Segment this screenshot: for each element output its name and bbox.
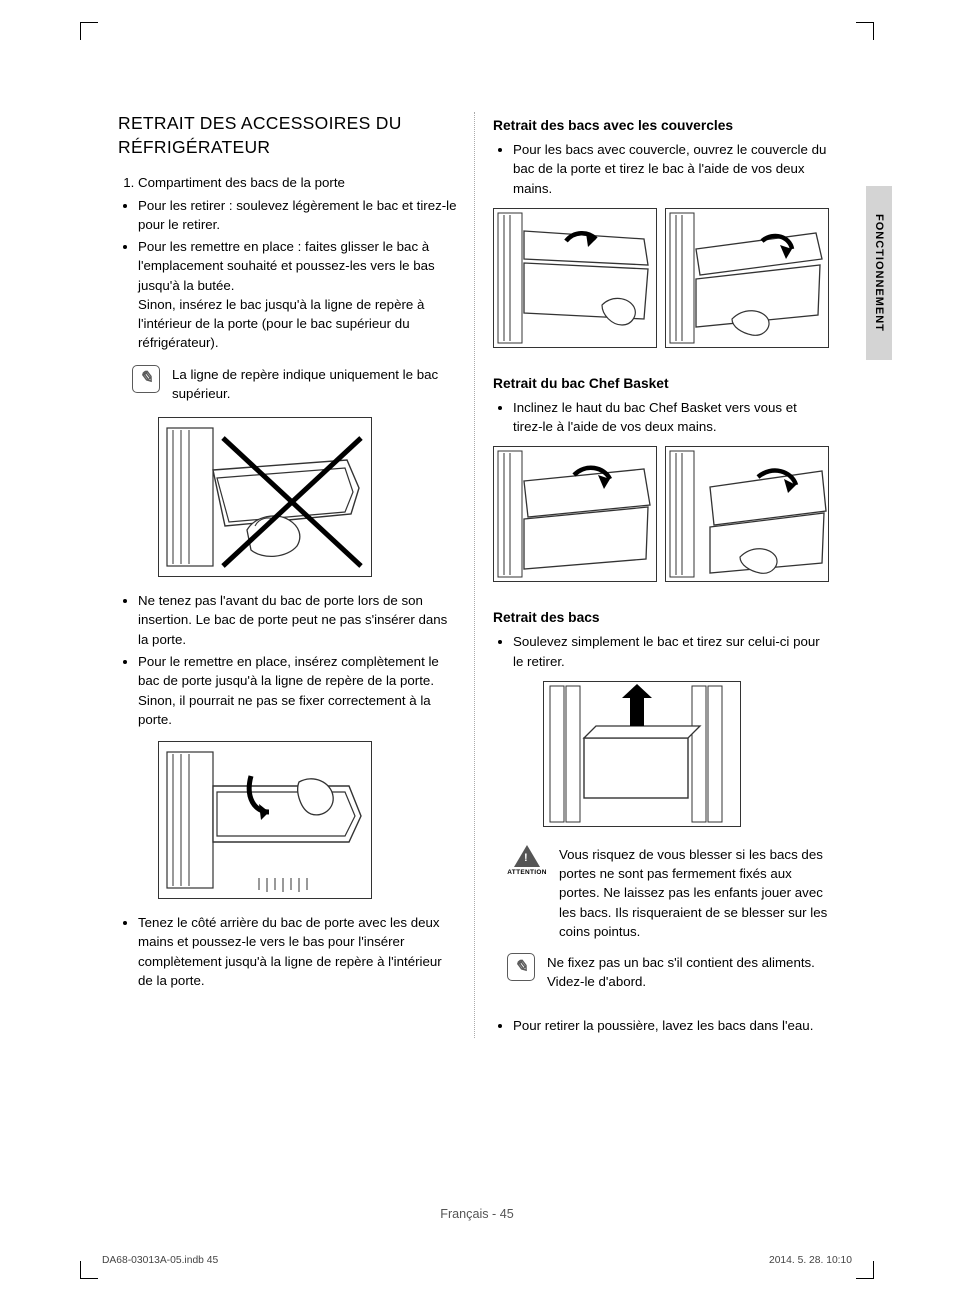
- illustration-panel: [493, 208, 657, 348]
- crop-mark: [80, 22, 98, 40]
- illustration-panel: [665, 208, 829, 348]
- figure-covered-bins: [493, 208, 830, 348]
- footer-page: Français - 45: [0, 1207, 954, 1221]
- list-item: Compartiment des bacs de la porte: [138, 173, 460, 192]
- bullet-list: Pour les retirer : soulevez légèrement l…: [118, 196, 460, 353]
- side-tab-label: FONCTIONNEMENT: [873, 214, 885, 332]
- footer-timestamp: 2014. 5. 28. 10:10: [769, 1255, 852, 1266]
- illustration-panel: [665, 446, 829, 582]
- figure-chef-basket: [493, 446, 830, 582]
- illustration-panel: [543, 681, 741, 827]
- text: Ne fixez pas un bac s'il contient des al…: [547, 955, 815, 970]
- text: Sinon, insérez le bac jusqu'à la ligne d…: [138, 297, 424, 351]
- ordered-list: Compartiment des bacs de la porte: [118, 173, 460, 192]
- right-column: Retrait des bacs avec les couvercles Pou…: [474, 112, 830, 1038]
- subheading: Retrait du bac Chef Basket: [493, 374, 830, 394]
- list-item: Soulevez simplement le bac et tirez sur …: [513, 632, 830, 671]
- attention-label: ATTENTION: [507, 868, 547, 877]
- note-text: La ligne de repère indique uniquement le…: [172, 365, 460, 404]
- note-block: ✎ La ligne de repère indique uniquement …: [132, 365, 460, 404]
- bullet-list: Ne tenez pas l'avant du bac de porte lor…: [118, 591, 460, 729]
- illustration-panel: [493, 446, 657, 582]
- illustration-panel: [158, 741, 372, 899]
- list-item: Pour retirer la poussière, lavez les bac…: [513, 1016, 830, 1035]
- subheading: Retrait des bacs: [493, 608, 830, 628]
- bullet-list: Pour les bacs avec couvercle, ouvrez le …: [493, 140, 830, 198]
- crop-mark: [856, 22, 874, 40]
- note-icon: ✎: [132, 365, 160, 393]
- page-body: RETRAIT DES ACCESSOIRES DU RÉFRIGÉRATEUR…: [118, 112, 858, 1038]
- figure-remove-bin: [543, 681, 830, 827]
- list-item: Pour le remettre en place, insérez compl…: [138, 652, 460, 729]
- crop-mark: [856, 1261, 874, 1279]
- crop-mark: [80, 1261, 98, 1279]
- left-column: RETRAIT DES ACCESSOIRES DU RÉFRIGÉRATEUR…: [118, 112, 474, 1038]
- bullet-list: Soulevez simplement le bac et tirez sur …: [493, 632, 830, 671]
- attention-text: Vous risquez de vous blesser si les bacs…: [559, 845, 830, 941]
- attention-block: ATTENTION Vous risquez de vous blesser s…: [507, 845, 830, 941]
- list-item: Tenez le côté arrière du bac de porte av…: [138, 913, 460, 990]
- subheading: Retrait des bacs avec les couvercles: [493, 116, 830, 136]
- figure-correct-grip: [158, 741, 460, 899]
- figure-wrong-grip: [158, 417, 460, 577]
- footer-doc-ref: DA68-03013A-05.indb 45: [102, 1255, 218, 1266]
- illustration-panel: [158, 417, 372, 577]
- attention-icon: ATTENTION: [507, 845, 547, 877]
- text: Pour les remettre en place : faites glis…: [138, 239, 435, 293]
- text: Videz-le d'abord.: [547, 974, 646, 989]
- bullet-list: Inclinez le haut du bac Chef Basket vers…: [493, 398, 830, 437]
- section-title: RETRAIT DES ACCESSOIRES DU RÉFRIGÉRATEUR: [118, 112, 460, 159]
- list-item: Ne tenez pas l'avant du bac de porte lor…: [138, 591, 460, 649]
- list-item: Pour les bacs avec couvercle, ouvrez le …: [513, 140, 830, 198]
- note-text: Ne fixez pas un bac s'il contient des al…: [547, 953, 815, 992]
- note-icon: ✎: [507, 953, 535, 981]
- list-item: Pour les remettre en place : faites glis…: [138, 237, 460, 353]
- note-block: ✎ Ne fixez pas un bac s'il contient des …: [507, 953, 830, 992]
- list-item: Inclinez le haut du bac Chef Basket vers…: [513, 398, 830, 437]
- bullet-list: Pour retirer la poussière, lavez les bac…: [493, 1016, 830, 1035]
- list-item: Pour les retirer : soulevez légèrement l…: [138, 196, 460, 235]
- side-tab: FONCTIONNEMENT: [866, 186, 892, 360]
- bullet-list: Tenez le côté arrière du bac de porte av…: [118, 913, 460, 990]
